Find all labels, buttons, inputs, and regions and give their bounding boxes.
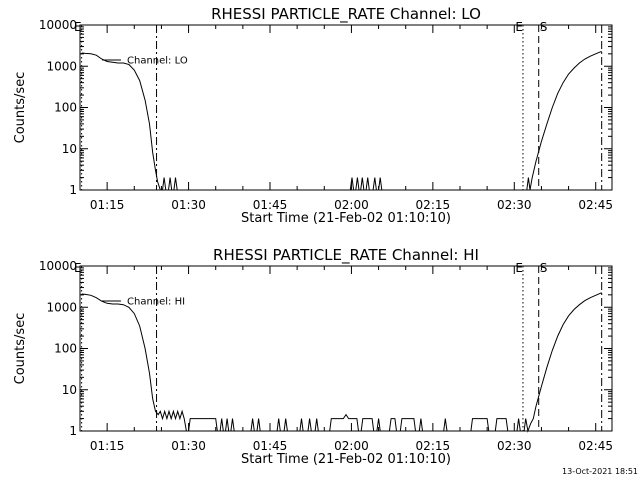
chart-2-x-tick-label: 02:00 — [334, 439, 369, 453]
chart-2-x-tick-label: 02:30 — [497, 439, 532, 453]
chart-2-title: RHESSI PARTICLE_RATE Channel: HI — [213, 246, 479, 265]
chart-2-y-tick-label: 100 — [54, 342, 77, 356]
chart-1-y-tick-label: 1 — [69, 183, 77, 197]
chart-1-marker-label-1: E — [74, 20, 82, 34]
chart-1-y-tick-label: 1000 — [46, 59, 77, 73]
chart-1-y-tick-label: 10000 — [39, 18, 77, 32]
chart-2-plot-frame — [79, 265, 613, 432]
chart-2-series-line — [81, 292, 602, 433]
chart-1-marker-label-3: E — [515, 20, 523, 34]
chart-2-marker-label-1: E — [74, 261, 82, 275]
chart-2-x-tick-label: 02:15 — [416, 439, 451, 453]
footer-timestamp: 13-Oct-2021 18:51 — [562, 467, 638, 476]
chart-2-x-tick-label: 02:45 — [578, 439, 613, 453]
chart-1-marker-label-4: S — [540, 20, 548, 34]
chart-1-x-tick-label: 02:00 — [334, 198, 369, 212]
chart-2-y-tick-label: 10 — [62, 383, 77, 397]
chart-1-x-axis-label: Start Time (21-Feb-02 01:10:10) — [241, 211, 451, 226]
chart-1-y-tick-label: 100 — [54, 101, 77, 115]
chart-1-x-tick-label: 02:15 — [416, 198, 451, 212]
chart-2-y-tick-label: 1000 — [46, 300, 77, 314]
chart-2-x-tick-label: 01:15 — [90, 439, 125, 453]
chart-1-plot-frame — [79, 24, 613, 191]
chart-1-x-tick-label: 02:30 — [497, 198, 532, 212]
chart-2-y-axis-label: Counts/sec — [13, 313, 28, 385]
chart-2-legend-label: Channel: HI — [127, 297, 185, 308]
chart-1-title: RHESSI PARTICLE_RATE Channel: LO — [211, 5, 481, 24]
chart-2-y-tick-label: 1 — [69, 424, 77, 438]
chart-2-marker-label-3: E — [515, 261, 523, 275]
chart-1-x-tick-label: 01:15 — [90, 198, 125, 212]
chart-1: RHESSI PARTICLE_RATE Channel: LO 01:15 01:… — [13, 5, 613, 226]
chart-2-y-tick-label: 10000 — [39, 259, 77, 273]
chart-2-x-axis-label: Start Time (21-Feb-02 01:10:10) — [241, 452, 451, 467]
chart-2: RHESSI PARTICLE_RATE Channel: HI 01:15 01:… — [13, 246, 613, 467]
chart-1-x-tick-label: 02:45 — [578, 198, 613, 212]
chart-2-x-tick-label: 01:30 — [171, 439, 206, 453]
chart-1-x-tick-label: 01:30 — [171, 198, 206, 212]
chart-1-y-axis-label: Counts/sec — [13, 72, 28, 144]
chart-1-legend-label: Channel: LO — [127, 56, 188, 67]
chart-2-x-tick-label: 01:45 — [253, 439, 288, 453]
chart-1-x-tick-label: 01:45 — [253, 198, 288, 212]
chart-1-series-line — [81, 50, 602, 191]
chart-2-marker-label-4: S — [540, 261, 548, 275]
chart-1-y-tick-label: 10 — [62, 142, 77, 156]
